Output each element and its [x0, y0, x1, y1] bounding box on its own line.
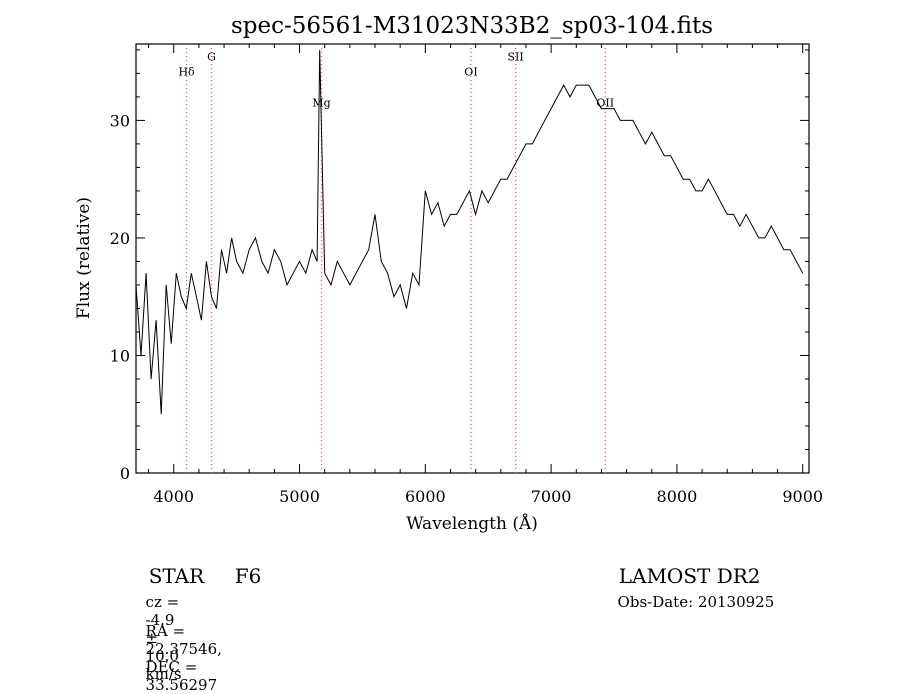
- object-class: STAR: [136, 540, 204, 588]
- x-tick-label: 8000: [657, 487, 698, 506]
- spectral-line-label: Hδ: [178, 66, 195, 79]
- ra-label: RA =: [145, 622, 186, 640]
- survey-label: LAMOST DR2: [618, 564, 761, 588]
- coordinates-line: RA = 22.37546, DEC = 33.56297: [136, 604, 222, 694]
- x-tick-label: 9000: [782, 487, 823, 506]
- y-axis-label: Flux (relative): [74, 197, 94, 319]
- dec-label: DEC =: [145, 658, 198, 676]
- x-tick-label: 5000: [279, 487, 320, 506]
- survey-name: LAMOST DR2: [606, 540, 761, 588]
- spectral-line-label: OI: [464, 66, 477, 79]
- spectral-line-label: Mg: [312, 96, 330, 109]
- cz-label: cz =: [145, 593, 180, 611]
- y-tick-label: 30: [110, 111, 130, 130]
- chart-title: spec-56561-M31023N33B2_sp03-104.fits: [231, 13, 713, 39]
- y-tick-label: 0: [120, 464, 130, 483]
- x-tick-label: 4000: [153, 487, 194, 506]
- x-tick-label: 6000: [405, 487, 446, 506]
- class-label: STAR: [148, 564, 205, 588]
- spectrum-chart: spec-56561-M31023N33B2_sp03-104.fits Hδ G…: [74, 13, 823, 534]
- y-tick-label: 20: [110, 229, 130, 248]
- y-tick-label: 10: [110, 346, 130, 365]
- object-subclass: F6: [222, 540, 262, 588]
- spectral-line-label: G: [207, 50, 216, 63]
- subclass-label: F6: [234, 564, 262, 588]
- spectral-line-label: OII: [596, 96, 614, 109]
- observation-date: Obs-Date: 20130925: [608, 575, 775, 611]
- spectral-line-label: SII: [508, 50, 524, 63]
- spectral-line-markers: Hδ G Mg OI SII OII: [178, 44, 614, 473]
- plot-frame: [135, 43, 810, 474]
- x-axis-label: Wavelength (Å): [406, 513, 538, 534]
- x-tick-label: 7000: [531, 487, 572, 506]
- cz-value: -4.9: [145, 611, 175, 629]
- obs-date-label: Obs-Date: 20130925: [617, 593, 775, 611]
- cz-plus-minus: ±: [145, 629, 159, 647]
- axis-ticks: 4000 5000 6000 7000 8000 9000 0 10 20 30: [110, 44, 823, 506]
- spectrum-line: [135, 49, 804, 415]
- dec-value: 33.56297: [145, 676, 218, 694]
- ra-value: 22.37546,: [145, 640, 222, 658]
